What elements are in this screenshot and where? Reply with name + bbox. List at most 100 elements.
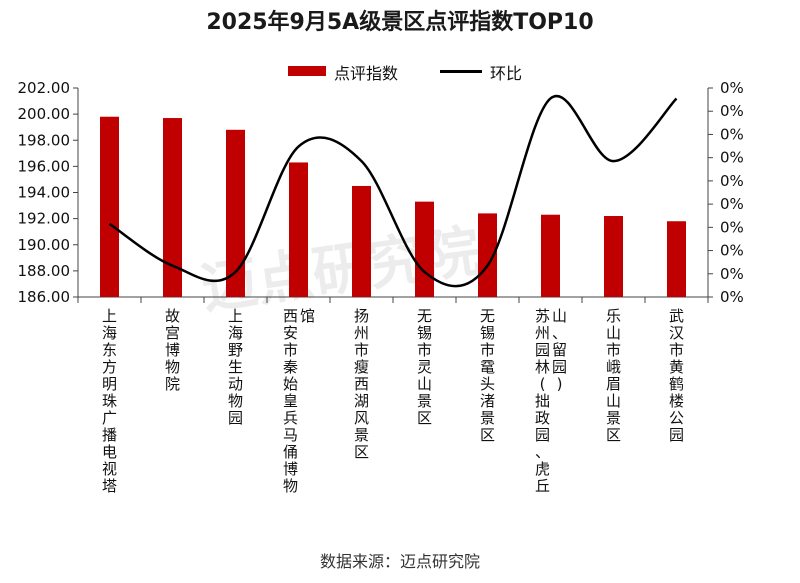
x-category-char: 市 [480,341,495,359]
chart-title: 2025年9月5A级景区点评指数TOP10 [206,10,594,35]
x-category-char: 动 [228,375,243,393]
x-category-char: 区 [354,443,369,461]
x-category-char: 物 [283,477,298,495]
bar [100,116,119,297]
x-category-char: 扬 [354,307,369,325]
x-category-char: 、 [535,443,550,461]
x-category-char: 珠 [102,392,117,410]
y2-tick-label: 0% [720,195,744,213]
x-category-char: 园 [669,426,684,444]
x-category-char: 区 [417,409,432,427]
x-category-char: 山 [552,307,567,325]
y2-tick-label: 0% [720,102,744,120]
x-category-char: 电 [102,443,117,461]
y-tick-label: 190.00 [18,236,71,254]
x-category-char: 区 [480,426,495,444]
x-category-char: 乐 [606,307,621,325]
x-category-char: 景 [354,426,369,444]
y2-tick-label: 0% [720,288,744,306]
x-category-char: 市 [606,341,621,359]
y2-tick-label: 0% [720,265,744,283]
bar [541,214,560,297]
x-category-char: 鹤 [669,375,684,393]
x-category-char: 市 [417,341,432,359]
legend-bar-swatch [288,66,326,76]
x-category-char: 故 [165,307,180,325]
x-category-char: 西 [354,375,369,393]
bar [226,129,245,297]
data-source: 数据来源：迈点研究院 [319,552,480,571]
x-category-char: 锡 [480,324,495,342]
legend-line-swatch [440,70,482,73]
bar [667,221,686,297]
y2-tick-label: 0% [720,172,744,190]
x-category-char: 头 [480,375,495,393]
x-category-char: 安 [283,324,298,342]
x-category-char: 海 [102,324,117,342]
x-category-char: 楼 [669,392,684,410]
x-category-char: 秦 [283,358,298,376]
x-category-char: 博 [165,341,180,359]
x-category-char: 风 [354,409,369,427]
x-category-char: 园 [228,409,243,427]
y-tick-label: 202.00 [18,79,71,97]
x-category-char: 上 [102,307,117,325]
x-category-char: 、 [552,324,567,342]
y-tick-label: 196.00 [18,157,71,175]
y2-tick-label: 0% [720,218,744,236]
x-category-char: 市 [669,341,684,359]
bar [604,216,623,297]
legend-bar-label: 点评指数 [334,64,399,83]
x-category-char: 汉 [669,324,684,342]
x-category-char: 生 [228,358,243,376]
bar [289,162,308,297]
x-category-char: 湖 [354,392,369,410]
x-category-char: 兵 [283,409,298,427]
x-category-char: 海 [228,324,243,342]
x-category-char: 俑 [283,443,298,461]
x-category-char: 政 [535,409,550,427]
x-category-char: 馆 [300,307,315,325]
x-category-char: 区 [606,426,621,444]
x-category-char: 眉 [606,375,621,393]
x-category-char: 灵 [417,358,432,376]
x-category-char: 视 [102,460,117,478]
y-tick-label: 192.00 [18,210,71,228]
x-category-char: 物 [228,392,243,410]
x-category-char: 苏 [535,307,550,325]
x-category-char: 院 [165,375,180,393]
x-category-char: 瘦 [354,358,369,376]
x-category-char: 山 [606,392,621,410]
x-category-char: 播 [102,426,117,444]
x-category-char: 峨 [606,358,621,376]
bar [352,185,371,297]
x-category-char: 上 [228,307,243,325]
x-category-char: 市 [354,341,369,359]
y2-tick-label: 0% [720,79,744,97]
x-category-char: 锡 [417,324,432,342]
x-category-char: 宫 [165,324,180,342]
x-category-char: 黄 [669,358,684,376]
x-category-char: 园 [535,341,550,359]
x-category-char: 市 [283,341,298,359]
x-category-char: 物 [165,358,180,376]
y2-tick-label: 0% [720,125,744,143]
x-category-char: 东 [102,341,117,359]
bar [415,201,434,297]
x-category-char: 景 [480,409,495,427]
x-category-char: 博 [283,460,298,478]
y-tick-label: 198.00 [18,131,71,149]
x-category-char: 鼋 [480,358,495,376]
x-category-char: 明 [102,375,117,393]
x-category-char: 野 [228,341,243,359]
